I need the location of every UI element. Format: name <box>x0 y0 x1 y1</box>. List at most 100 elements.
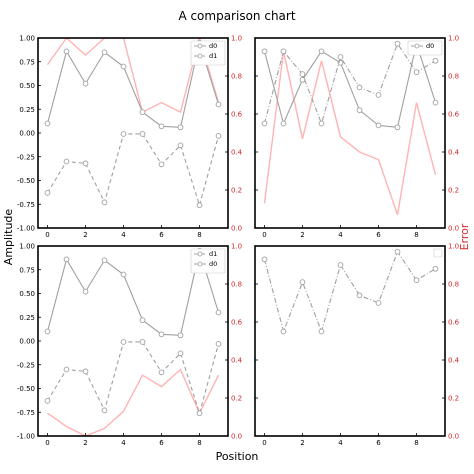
x-tick-label: 8 <box>414 439 418 447</box>
legend-marker <box>197 261 203 267</box>
legend-entry: d1 <box>209 52 217 60</box>
data-point-d1 <box>82 368 89 375</box>
x-tick-label: 0 <box>262 439 266 447</box>
data-point-d1 <box>299 71 306 77</box>
axes-frame <box>37 245 229 437</box>
y2-tick-label: 1.0 <box>231 35 242 43</box>
x-tick-label: 2 <box>300 231 304 239</box>
data-point-d1 <box>432 265 439 272</box>
data-point-d0 <box>215 309 222 316</box>
y2-tick-label: 0.8 <box>231 281 242 289</box>
data-point-d1 <box>413 69 420 76</box>
data-point-d1 <box>101 407 108 414</box>
data-point-d0 <box>177 332 184 339</box>
data-point-d1 <box>299 279 306 285</box>
y2-tick-label: 0.4 <box>448 357 460 365</box>
data-point-d1 <box>356 84 363 91</box>
data-point-d0 <box>63 256 70 263</box>
x-tick-label: 8 <box>197 231 201 239</box>
data-point-d1 <box>101 199 108 206</box>
error-line <box>47 368 220 436</box>
y-tick-label: -0.50 <box>17 385 35 393</box>
y2-tick-label: 0.8 <box>448 281 459 289</box>
data-point-d1 <box>139 131 146 137</box>
y2-tick-label: 0.2 <box>231 395 242 403</box>
y2-tick-label: 0.0 <box>448 433 459 441</box>
legend-box <box>407 40 443 56</box>
y2-tick-label: 0.6 <box>231 319 243 327</box>
y2-tick-label: 0.0 <box>231 225 242 233</box>
x-tick-label: 2 <box>83 231 87 239</box>
axes-frame <box>37 37 229 229</box>
data-point-d1 <box>375 300 382 306</box>
y-tick-label: -0.25 <box>17 153 35 161</box>
data-point-d0 <box>63 48 70 55</box>
y2-tick-label: 0.4 <box>231 149 243 157</box>
x-axis-label: Position <box>216 450 259 463</box>
y-tick-label: 0.25 <box>19 106 35 114</box>
data-point-d0 <box>432 99 439 106</box>
x-tick-label: 4 <box>121 231 126 239</box>
data-point-d0 <box>82 80 89 87</box>
y-axis-label: Amplitude <box>2 209 15 266</box>
data-point-d0 <box>177 124 184 131</box>
series-line-d1 <box>47 341 220 416</box>
legend-entry: d0 <box>426 42 434 50</box>
panel-bottom-left: 0 2 4 6 8 1.00 0.75 0.50 0.25 0.00 -0.25 -0.50 -0.75… <box>17 243 243 448</box>
x-tick-label: 6 <box>376 439 381 447</box>
data-point-d1 <box>120 131 127 137</box>
y-tick-label: -1.00 <box>17 225 35 233</box>
y2-tick-label: 1.0 <box>448 243 459 251</box>
data-point-d1 <box>215 341 222 347</box>
x-tick-label: 4 <box>121 439 126 447</box>
y-tick-label: -0.50 <box>17 177 35 185</box>
data-point-d0 <box>44 328 51 335</box>
y-tick-label: 1.00 <box>19 35 35 43</box>
y-tick-label: 0.75 <box>19 266 35 274</box>
panel-bottom-right: 0 2 4 6 8 0.0 0.2 0.4 0.6 0.8 1.0 <box>254 243 460 447</box>
data-point-d0 <box>101 49 108 56</box>
data-point-d1 <box>196 410 203 417</box>
error-line <box>46 38 220 114</box>
data-point-d1 <box>337 54 344 60</box>
data-point-d1 <box>196 202 203 209</box>
y2-tick-label: 0.4 <box>231 357 243 365</box>
y2-tick-label: 0.4 <box>448 149 460 157</box>
data-point-d0 <box>82 288 89 295</box>
data-point-d0 <box>375 122 382 129</box>
y2-tick-label: 0.6 <box>448 319 460 327</box>
series-line-d0 <box>46 248 220 336</box>
legend-marker <box>414 43 420 49</box>
panel-top-right: 0 2 4 6 8 0.0 0.2 0.4 0.6 0.8 1.0 d0 <box>254 35 460 239</box>
y-tick-label: 0.50 <box>19 290 35 298</box>
x-tick-label: 4 <box>338 231 343 239</box>
series-line-d0 <box>46 40 220 128</box>
data-point-d1 <box>394 248 401 255</box>
legend-marker <box>197 43 203 49</box>
series-line-d0 <box>263 41 437 128</box>
legend-marker <box>197 251 203 257</box>
axes-frame <box>254 37 446 229</box>
data-point-d1 <box>177 142 184 149</box>
data-point-d0 <box>120 63 127 70</box>
data-point-d1 <box>375 92 382 98</box>
data-point-d1 <box>63 366 70 373</box>
legend-entry: d0 <box>209 42 217 50</box>
y-tick-label: -0.75 <box>17 409 35 417</box>
data-point-d1 <box>158 369 165 376</box>
data-point-d1 <box>413 277 420 284</box>
x-tick-label: 6 <box>376 231 381 239</box>
y-tick-label: 0.25 <box>19 314 35 322</box>
y-tick-label: 0.50 <box>19 82 35 90</box>
y2-tick-label: 0.2 <box>231 187 242 195</box>
data-point-d1 <box>44 398 51 404</box>
legend-marker <box>197 53 203 59</box>
x-tick-label: 4 <box>338 439 343 447</box>
x-tick-label: 2 <box>83 439 87 447</box>
x-tick-label: 2 <box>300 439 304 447</box>
y2-tick-label: 0.0 <box>448 225 459 233</box>
y-tick-label: 0.75 <box>19 58 35 66</box>
data-point-d1 <box>139 339 146 345</box>
legend-box <box>190 40 226 66</box>
